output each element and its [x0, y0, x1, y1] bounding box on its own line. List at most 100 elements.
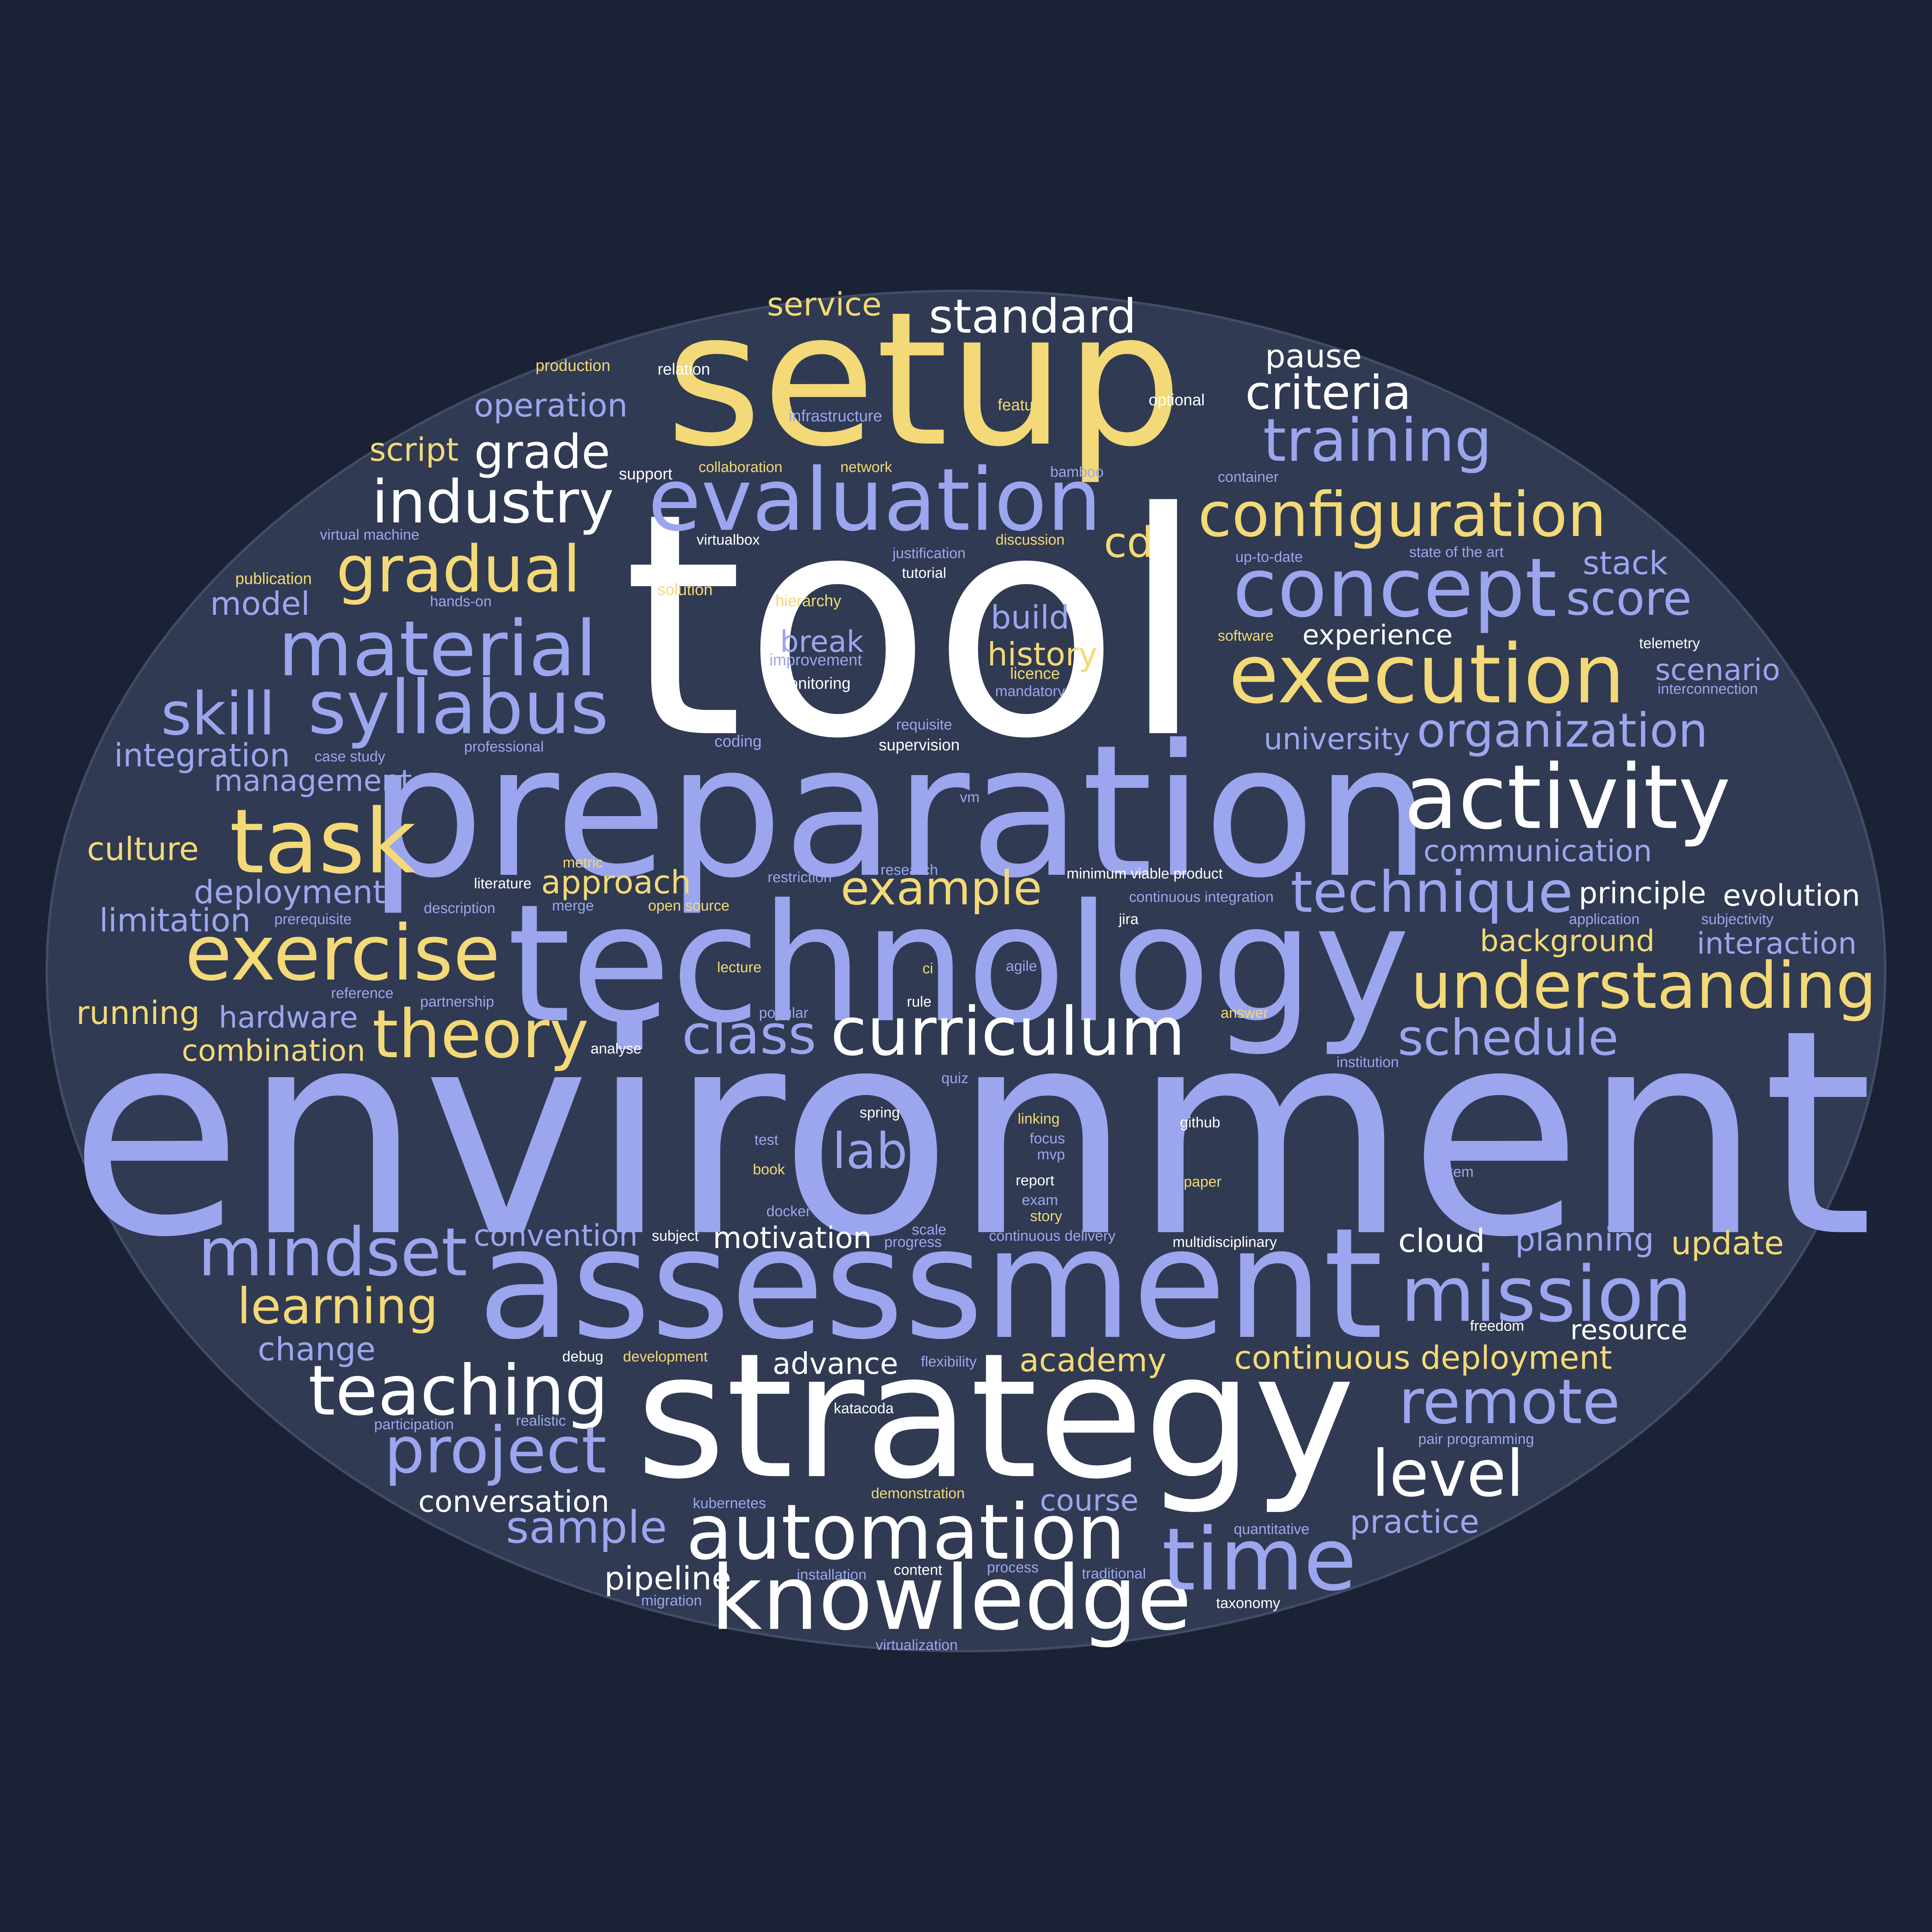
word-score: score [1566, 571, 1692, 626]
word-limitation: limitation [99, 902, 251, 939]
word-change: change [258, 1330, 376, 1368]
word-model: model [210, 585, 310, 622]
word-production: production [536, 356, 611, 374]
word-development: development [623, 1349, 707, 1365]
word-automation: automation [686, 1488, 1125, 1577]
word-analyse: analyse [590, 1040, 641, 1057]
word-docker: docker [766, 1203, 811, 1219]
word-planning: planning [1515, 1221, 1654, 1259]
word-telemetry: telemetry [1639, 635, 1700, 651]
word-installation: installation [797, 1566, 867, 1583]
word-continuous-integration: continuous integration [1129, 889, 1274, 905]
word-coding: coding [714, 732, 762, 750]
word-partnership: partnership [420, 993, 494, 1010]
word-virtual-machine: virtual machine [320, 527, 419, 543]
word-participation: participation [374, 1416, 454, 1433]
word-github: github [1180, 1114, 1220, 1131]
word-katacoda: katacoda [834, 1400, 894, 1417]
word-ci: ci [922, 960, 933, 977]
word-freedom: freedom [1470, 1318, 1524, 1334]
word-content: content [894, 1561, 942, 1578]
word-script: script [369, 431, 459, 469]
word-system: system [1427, 1163, 1474, 1180]
word-execution: execution [1229, 627, 1625, 722]
word-teaching: teaching [308, 1351, 609, 1431]
word-network: network [840, 459, 893, 475]
word-realistic: realistic [516, 1412, 566, 1429]
word-restriction: restriction [768, 869, 832, 886]
word-running: running [76, 994, 200, 1032]
word-paper: paper [1184, 1173, 1221, 1190]
word-cloud: cloud [1398, 1222, 1485, 1260]
word-knowledge: knowledge [711, 1547, 1192, 1650]
word-hardware: hardware [219, 1000, 358, 1035]
word-subject: subject [652, 1228, 699, 1244]
word-hands-on: hands-on [430, 593, 492, 610]
word-resource: resource [1570, 1314, 1687, 1346]
word-spring: spring [860, 1104, 900, 1121]
word-material: material [278, 604, 597, 693]
word-minimum-viable-product: minimum viable product [1066, 866, 1223, 882]
word-example: example [840, 861, 1042, 916]
word-interaction: interaction [1697, 927, 1857, 961]
word-relation: relation [658, 360, 710, 378]
word-project: project [384, 1413, 606, 1488]
word-bamboo: bamboo [1050, 464, 1104, 480]
word-continuous-deployment: continuous deployment [1234, 1339, 1612, 1377]
word-understanding: understanding [1411, 949, 1876, 1023]
word-quiz: quiz [941, 1070, 968, 1087]
word-state-of-the-art: state of the art [1409, 544, 1504, 560]
word-jira: jira [1118, 911, 1139, 928]
word-break: break [780, 625, 864, 659]
word-virtualbox: virtualbox [697, 531, 760, 548]
word-test: test [755, 1131, 779, 1148]
word-update: update [1671, 1225, 1784, 1262]
word-demonstration: demonstration [871, 1485, 964, 1502]
word-skill: skill [161, 680, 275, 749]
word-time: time [1162, 1510, 1357, 1610]
word-build: build [991, 599, 1070, 636]
cloud-oval [45, 289, 1887, 1653]
word-feature: feature [998, 396, 1048, 414]
word-continuous-delivery: continuous delivery [989, 1228, 1116, 1244]
word-software: software [1218, 628, 1274, 644]
word-technology: technology [507, 869, 1410, 1059]
word-rule: rule [907, 993, 932, 1010]
word-infrastructure: infrastructure [789, 407, 882, 425]
word-remote: remote [1398, 1366, 1620, 1438]
word-up-to-date: up-to-date [1235, 549, 1303, 565]
word-communication: communication [1423, 834, 1652, 869]
word-collaboration: collaboration [699, 459, 782, 475]
word-reference: reference [331, 985, 394, 1002]
word-grade: grade [474, 425, 610, 480]
word-training: training [1263, 406, 1492, 475]
word-setup: setup [666, 272, 1183, 487]
word-industry: industry [372, 468, 614, 537]
word-licence: licence [1010, 664, 1060, 682]
word-evolution: evolution [1723, 879, 1861, 913]
word-open-source: open source [648, 898, 730, 914]
word-monitoring: monitoring [776, 674, 850, 692]
word-culture: culture [87, 830, 199, 868]
word-service: service [767, 286, 882, 323]
word-pair-programming: pair programming [1418, 1431, 1534, 1447]
word-cd: cd [1104, 518, 1153, 567]
word-strategy: strategy [636, 1316, 1355, 1517]
word-sample: sample [506, 1502, 667, 1553]
word-convention: convention [474, 1219, 638, 1253]
word-professional: professional [464, 738, 544, 755]
word-principle: principle [1579, 876, 1706, 910]
word-book: book [753, 1161, 785, 1178]
word-flexibility: flexibility [921, 1353, 977, 1370]
word-optional: optional [1149, 391, 1205, 409]
word-support: support [619, 464, 673, 483]
word-motivation: motivation [713, 1221, 872, 1255]
word-configuration: configuration [1198, 479, 1607, 551]
word-metric: metric [563, 854, 603, 871]
word-focus: focus [1030, 1130, 1065, 1147]
word-organization: organization [1417, 703, 1708, 758]
word-lab: lab [832, 1123, 908, 1180]
